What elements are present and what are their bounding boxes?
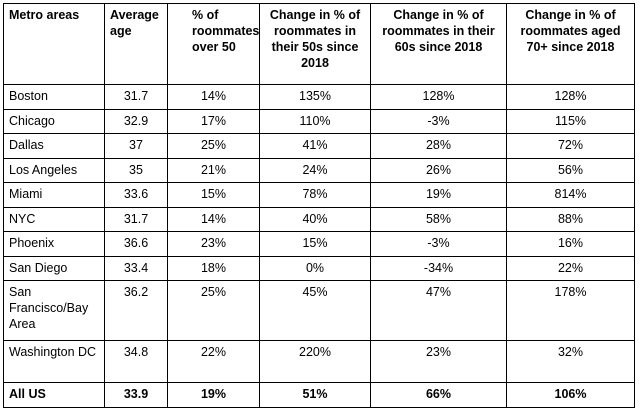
metro-cell: Miami bbox=[3, 182, 105, 208]
table-row: Boston 31.7 14% 135% 128% 128% bbox=[3, 84, 635, 110]
pct-over-50-cell: 14% bbox=[167, 84, 260, 110]
change-60s-cell: 47% bbox=[370, 280, 507, 341]
change-60s-cell: 28% bbox=[370, 133, 507, 159]
table-row: San Francisco/Bay Area 36.2 25% 45% 47% … bbox=[3, 280, 635, 341]
change-50s-cell: 40% bbox=[259, 206, 371, 233]
pct-over-50-cell: 22% bbox=[167, 339, 260, 384]
table-row: Washington DC 34.8 22% 220% 23% 32% bbox=[3, 339, 635, 384]
change-60s-cell: 66% bbox=[370, 382, 507, 408]
change-60s-cell: 19% bbox=[370, 182, 507, 208]
header-row: Metro areas Average age % of roommates o… bbox=[3, 3, 635, 85]
header-average-age: Average age bbox=[104, 3, 168, 85]
change-70plus-cell: 72% bbox=[506, 133, 635, 159]
table-row: Phoenix 36.6 23% 15% -3% 16% bbox=[3, 231, 635, 257]
metro-cell: Dallas bbox=[3, 133, 105, 159]
change-70plus-cell: 56% bbox=[506, 157, 635, 184]
avg-age-cell: 32.9 bbox=[104, 108, 168, 135]
change-70plus-cell: 22% bbox=[506, 255, 635, 282]
table-row: San Diego 33.4 18% 0% -34% 22% bbox=[3, 255, 635, 282]
change-60s-cell: 58% bbox=[370, 206, 507, 233]
header-change-70plus: Change in % of roommates aged 70+ since … bbox=[506, 3, 635, 85]
avg-age-cell: 34.8 bbox=[104, 339, 168, 384]
change-50s-cell: 45% bbox=[259, 280, 371, 341]
change-60s-cell: 128% bbox=[370, 84, 507, 110]
change-70plus-cell: 106% bbox=[506, 382, 635, 408]
change-50s-cell: 220% bbox=[259, 339, 371, 384]
header-change-50s: Change in % of roommates in their 50s si… bbox=[259, 3, 371, 85]
change-50s-cell: 0% bbox=[259, 255, 371, 282]
pct-over-50-cell: 18% bbox=[167, 255, 260, 282]
header-metro-areas: Metro areas bbox=[3, 3, 105, 85]
change-70plus-cell: 88% bbox=[506, 206, 635, 233]
total-row: All US 33.9 19% 51% 66% 106% bbox=[3, 382, 635, 408]
metro-cell: San Francisco/Bay Area bbox=[3, 280, 105, 341]
table-row: Los Angeles 35 21% 24% 26% 56% bbox=[3, 157, 635, 184]
metro-cell: Boston bbox=[3, 84, 105, 110]
header-change-60s: Change in % of roommates in their 60s si… bbox=[370, 3, 507, 85]
metro-cell: Los Angeles bbox=[3, 157, 105, 184]
change-50s-cell: 41% bbox=[259, 133, 371, 159]
pct-over-50-cell: 25% bbox=[167, 133, 260, 159]
pct-over-50-cell: 14% bbox=[167, 206, 260, 233]
pct-over-50-cell: 21% bbox=[167, 157, 260, 184]
avg-age-cell: 31.7 bbox=[104, 84, 168, 110]
pct-over-50-cell: 25% bbox=[167, 280, 260, 341]
header-pct-over-50: % of roommates over 50 bbox=[167, 3, 260, 85]
change-70plus-cell: 16% bbox=[506, 231, 635, 257]
change-50s-cell: 51% bbox=[259, 382, 371, 408]
pct-over-50-cell: 15% bbox=[167, 182, 260, 208]
table-row: Miami 33.6 15% 78% 19% 814% bbox=[3, 182, 635, 208]
change-70plus-cell: 178% bbox=[506, 280, 635, 341]
metro-cell: San Diego bbox=[3, 255, 105, 282]
pct-over-50-cell: 19% bbox=[167, 382, 260, 408]
avg-age-cell: 37 bbox=[104, 133, 168, 159]
change-50s-cell: 15% bbox=[259, 231, 371, 257]
table-row: Chicago 32.9 17% 110% -3% 115% bbox=[3, 108, 635, 135]
avg-age-cell: 31.7 bbox=[104, 206, 168, 233]
change-70plus-cell: 128% bbox=[506, 84, 635, 110]
table-row: Dallas 37 25% 41% 28% 72% bbox=[3, 133, 635, 159]
change-60s-cell: -3% bbox=[370, 231, 507, 257]
change-70plus-cell: 115% bbox=[506, 108, 635, 135]
pct-over-50-cell: 23% bbox=[167, 231, 260, 257]
change-60s-cell: 26% bbox=[370, 157, 507, 184]
change-50s-cell: 110% bbox=[259, 108, 371, 135]
avg-age-cell: 33.4 bbox=[104, 255, 168, 282]
change-50s-cell: 78% bbox=[259, 182, 371, 208]
change-60s-cell: 23% bbox=[370, 339, 507, 384]
avg-age-cell: 36.2 bbox=[104, 280, 168, 341]
avg-age-cell: 36.6 bbox=[104, 231, 168, 257]
avg-age-cell: 33.6 bbox=[104, 182, 168, 208]
metro-cell: NYC bbox=[3, 206, 105, 233]
metro-cell: Washington DC bbox=[3, 339, 105, 384]
metro-cell: All US bbox=[3, 382, 105, 408]
change-60s-cell: -34% bbox=[370, 255, 507, 282]
roommates-age-table: Metro areas Average age % of roommates o… bbox=[3, 3, 635, 408]
avg-age-cell: 33.9 bbox=[104, 382, 168, 408]
table-row: NYC 31.7 14% 40% 58% 88% bbox=[3, 206, 635, 233]
change-70plus-cell: 814% bbox=[506, 182, 635, 208]
metro-cell: Phoenix bbox=[3, 231, 105, 257]
change-50s-cell: 135% bbox=[259, 84, 371, 110]
change-60s-cell: -3% bbox=[370, 108, 507, 135]
change-50s-cell: 24% bbox=[259, 157, 371, 184]
change-70plus-cell: 32% bbox=[506, 339, 635, 384]
pct-over-50-cell: 17% bbox=[167, 108, 260, 135]
metro-cell: Chicago bbox=[3, 108, 105, 135]
avg-age-cell: 35 bbox=[104, 157, 168, 184]
